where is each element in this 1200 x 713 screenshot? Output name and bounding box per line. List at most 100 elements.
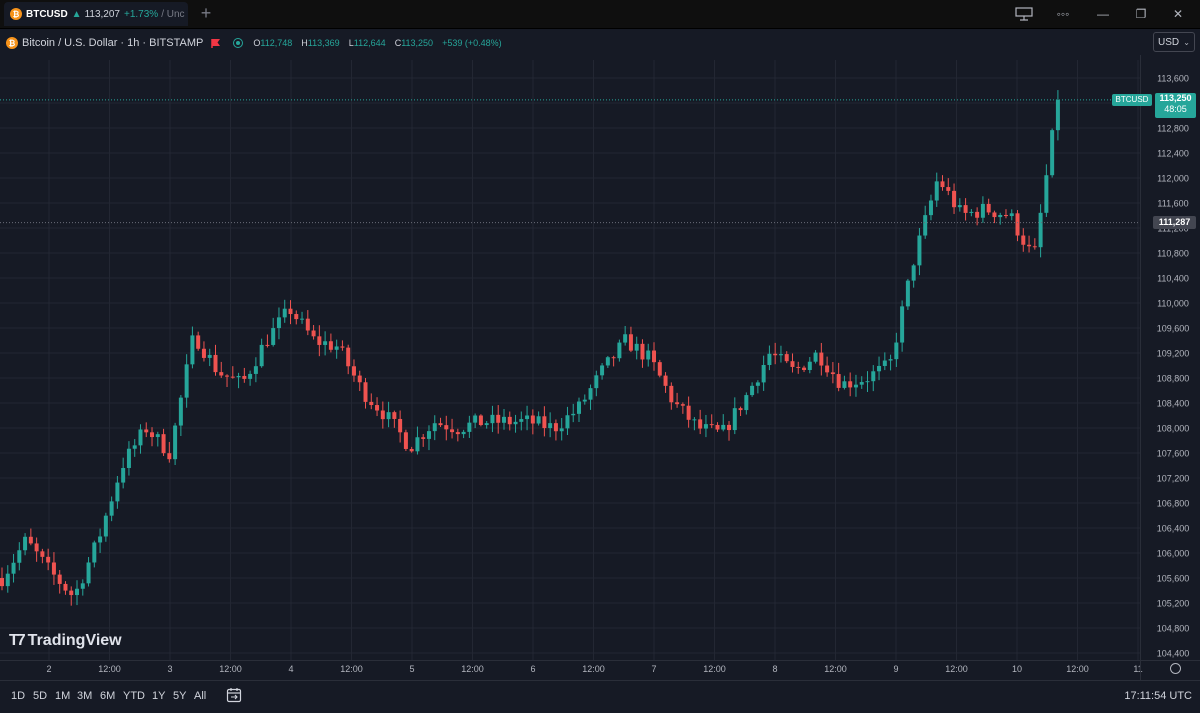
candle-body (686, 405, 691, 420)
candle-body (1038, 212, 1043, 248)
candle-body (842, 381, 847, 388)
candle-body (409, 448, 414, 452)
last-price-label: 113,250 48:05 (1155, 93, 1196, 118)
candle-body (369, 401, 374, 406)
candle-body (276, 317, 281, 329)
last-price-symbol-label: BTCUSD (1112, 94, 1152, 106)
candle-body (865, 381, 870, 383)
price-tick-label: 107,600 (1157, 449, 1190, 459)
candle-body (571, 413, 576, 416)
time-tick-label: 9 (893, 664, 898, 674)
tradingview-watermark[interactable]: T7 TradingView (9, 632, 122, 649)
range-all[interactable]: All (194, 690, 207, 702)
price-tick-label: 112,800 (1157, 124, 1189, 134)
chart-tab[interactable]: ₿ BTCUSD ▲ 113,207 +1.73% / Unc (4, 2, 188, 26)
candle-body (871, 371, 876, 382)
price-tick-label: 106,000 (1157, 549, 1190, 559)
price-tick-label: 106,400 (1157, 524, 1190, 534)
candle-body (952, 190, 957, 208)
restore-icon[interactable]: ❐ (1135, 7, 1147, 21)
time-tick-label: 12:00 (945, 664, 968, 674)
candle-body (207, 354, 212, 358)
range-5d[interactable]: 5D (33, 690, 48, 702)
candle-body (680, 404, 685, 406)
tab-price: 113,207 (84, 8, 120, 20)
candle-body (328, 341, 333, 350)
candle-body (311, 330, 316, 337)
range-1d[interactable]: 1D (11, 690, 26, 702)
candle-body (998, 214, 1003, 218)
range-1m[interactable]: 1M (55, 690, 71, 702)
candle-body (282, 308, 287, 318)
candle-body (300, 318, 305, 320)
candle-body (853, 384, 858, 388)
candle-body (0, 578, 4, 587)
price-tick-label: 112,400 (1157, 149, 1189, 159)
minimize-icon[interactable]: — (1097, 7, 1109, 21)
candle-body (242, 375, 247, 379)
candle-body (46, 556, 51, 563)
candle-body (819, 352, 824, 366)
time-tick-label: 4 (288, 664, 293, 674)
symbol-title[interactable]: Bitcoin / U.S. Dollar · 1h · BITSTAMP (22, 37, 204, 49)
time-tick-label: 12:00 (1066, 664, 1089, 674)
candle-body (294, 314, 299, 320)
candle-body (126, 448, 131, 468)
candle-body (161, 434, 166, 454)
candle-body (698, 419, 703, 429)
candle-body (813, 352, 818, 362)
candle-body (530, 415, 535, 424)
candle-body (98, 536, 103, 543)
candle-body (963, 205, 968, 213)
candle-body (219, 372, 224, 376)
time-tick-label: 12:00 (824, 664, 847, 674)
candle-body (75, 588, 80, 596)
date-range-icon[interactable] (226, 687, 242, 703)
time-tick-label: 12:00 (703, 664, 726, 674)
candle-body (109, 501, 114, 516)
candle-body (542, 416, 547, 429)
candle-body (957, 205, 962, 208)
candle-body (767, 353, 772, 365)
candle-body (692, 419, 697, 421)
candle-body (790, 361, 795, 367)
tradingview-logo-icon: T7 (9, 632, 26, 649)
scale-settings-icon[interactable] (1170, 663, 1181, 674)
candle-body (577, 401, 581, 414)
range-1y[interactable]: 1Y (152, 690, 166, 702)
new-tab-button[interactable]: + (200, 3, 212, 23)
time-tick-label: 2 (46, 664, 51, 674)
candle-body (565, 415, 570, 429)
candle-body (859, 382, 864, 385)
range-5y[interactable]: 5Y (173, 690, 187, 702)
time-tick-label: 12:00 (98, 664, 121, 674)
range-ytd[interactable]: YTD (123, 690, 145, 702)
candle-body (1055, 99, 1060, 131)
candle-body (28, 536, 33, 544)
range-3m[interactable]: 3M (77, 690, 93, 702)
market-status-icon[interactable] (233, 38, 244, 48)
range-6m[interactable]: 6M (100, 690, 116, 702)
candle-body (51, 562, 56, 575)
candle-body (940, 181, 945, 188)
clock[interactable]: 17:11:54 UTC (1124, 690, 1192, 702)
currency-select[interactable]: USD ⌄ (1153, 32, 1195, 52)
chart-legend: ₿ Bitcoin / U.S. Dollar · 1h · BITSTAMP … (6, 35, 508, 51)
close-icon[interactable]: ✕ (1172, 7, 1184, 21)
candle-body (744, 395, 749, 411)
ohlc-values: O112,748 H113,369 L112,644 C113,250 +539… (253, 38, 502, 48)
candle-body (421, 437, 426, 439)
time-tick-label: 12:00 (219, 664, 242, 674)
candle-body (778, 354, 783, 356)
more-options-icon[interactable]: ◦◦◦ (1056, 7, 1070, 21)
candle-body (150, 432, 155, 438)
candle-body (559, 428, 564, 432)
candle-body (386, 412, 391, 420)
layout-icon[interactable] (1006, 0, 1042, 28)
candle-body (144, 429, 149, 433)
candle-body (917, 235, 922, 266)
flag-icon[interactable] (211, 38, 221, 48)
price-tick-label: 107,200 (1157, 474, 1190, 484)
candle-body (507, 416, 512, 425)
